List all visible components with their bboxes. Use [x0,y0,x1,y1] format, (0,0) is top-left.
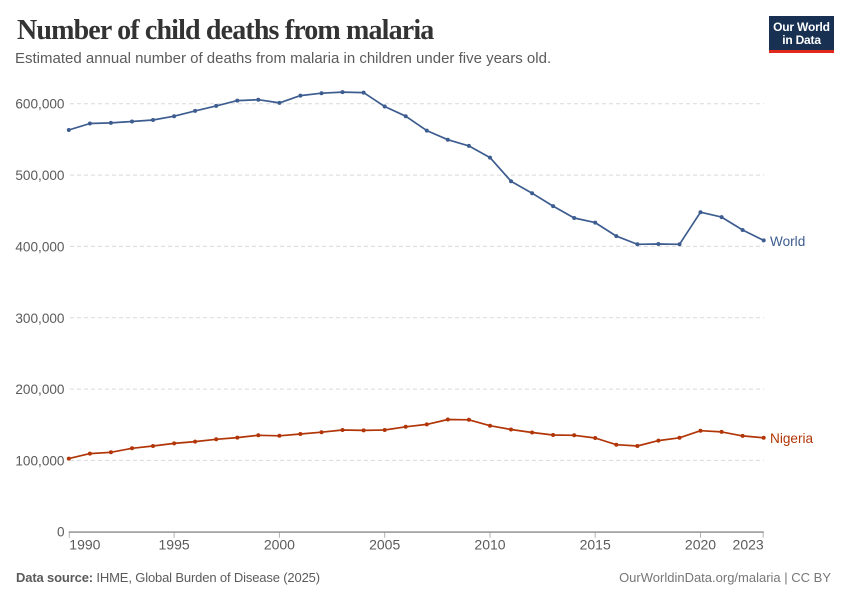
svg-text:1995: 1995 [159,537,190,553]
svg-text:200,000: 200,000 [15,382,65,397]
svg-text:300,000: 300,000 [15,311,65,326]
svg-text:600,000: 600,000 [15,97,65,112]
svg-text:2023: 2023 [733,537,764,553]
svg-text:400,000: 400,000 [15,239,65,254]
svg-text:2020: 2020 [685,537,716,553]
svg-text:2015: 2015 [580,537,611,553]
svg-text:1990: 1990 [69,537,100,553]
svg-text:Nigeria: Nigeria [770,431,814,446]
svg-text:100,000: 100,000 [15,453,65,468]
svg-text:0: 0 [57,524,65,539]
svg-text:2000: 2000 [264,537,295,553]
svg-text:World: World [770,234,805,249]
svg-text:2010: 2010 [474,537,505,553]
svg-text:2005: 2005 [369,537,400,553]
svg-text:500,000: 500,000 [15,168,65,183]
